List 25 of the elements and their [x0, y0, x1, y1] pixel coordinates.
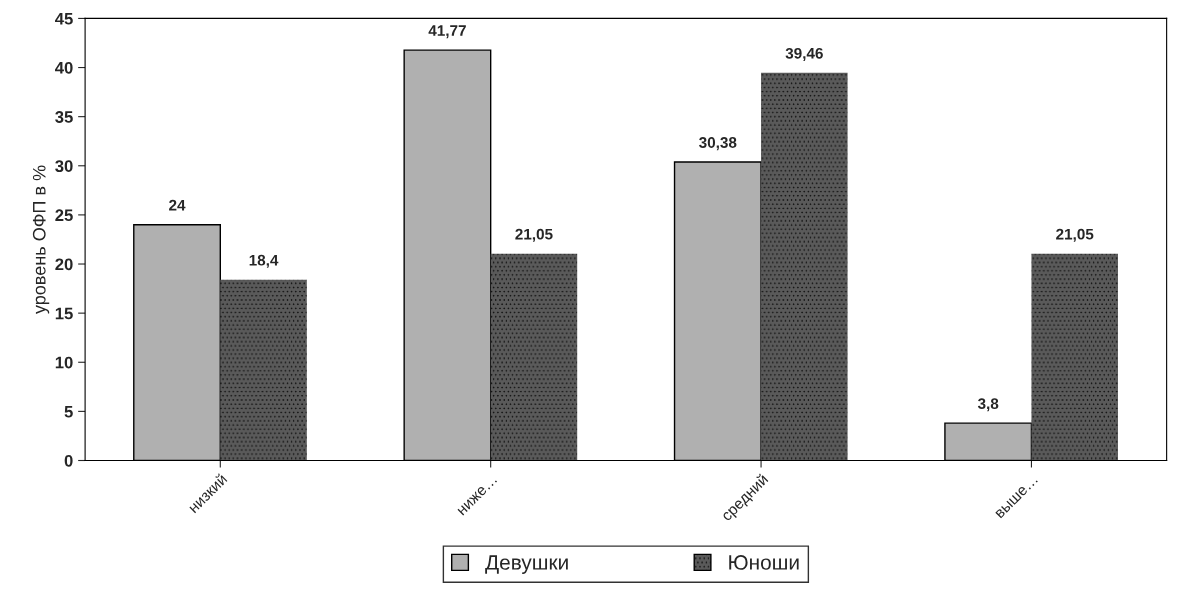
y-tick-label: 25: [55, 209, 73, 222]
bar: [761, 72, 848, 461]
data-label: 18,4: [249, 254, 279, 268]
data-label: 39,46: [785, 47, 823, 61]
legend-label: Девушки: [485, 555, 568, 574]
y-tick-label: 35: [55, 111, 73, 123]
data-label: 30,38: [699, 137, 737, 151]
legend-label: Юноши: [729, 555, 799, 570]
y-tick-label: 10: [55, 356, 73, 369]
data-label: 24: [169, 199, 186, 211]
bar: [1031, 253, 1118, 461]
y-tick-label: 15: [55, 307, 73, 320]
y-tick-label: 45: [55, 12, 73, 25]
data-label: 21,05: [1056, 228, 1094, 242]
bar: [220, 279, 307, 461]
data-label: 3,8: [977, 398, 999, 412]
y-tick-label: 5: [64, 405, 73, 418]
y-tick-label: 30: [55, 160, 73, 173]
y-axis-title: уровень ОФП в %: [32, 165, 50, 314]
data-label: 21,05: [515, 228, 553, 242]
y-tick-label: 40: [55, 61, 73, 74]
y-tick-label: 20: [55, 258, 73, 271]
data-label: 41,77: [428, 25, 466, 39]
bar: [490, 253, 578, 461]
y-tick-label: 0: [64, 454, 73, 467]
